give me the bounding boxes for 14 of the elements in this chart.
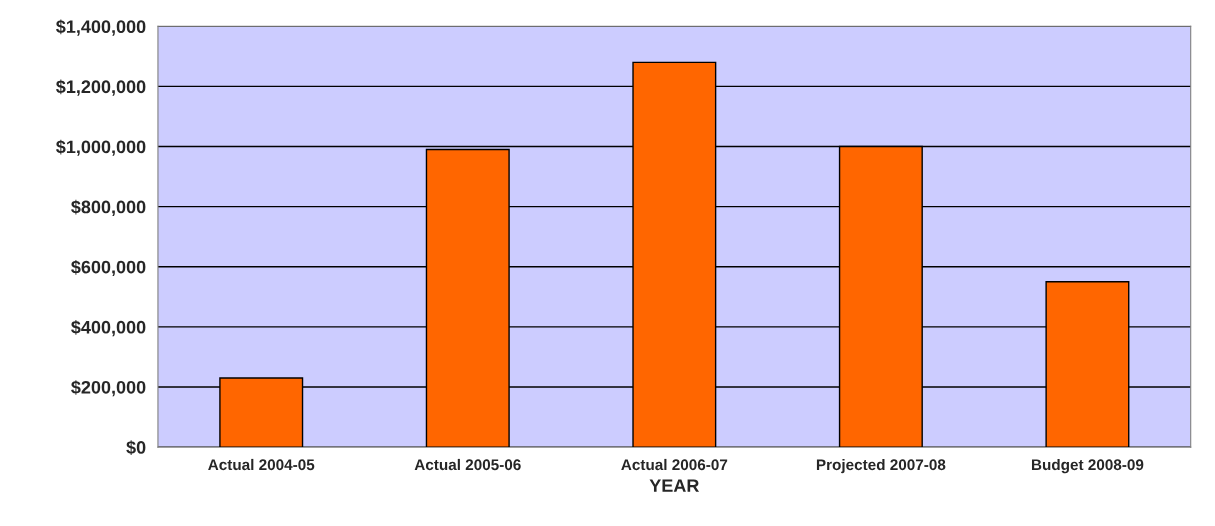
y-tick-label: $1,000,000: [56, 139, 146, 156]
x-tick-label: Actual 2006-07: [621, 458, 728, 471]
y-tick-label: $1,200,000: [56, 79, 146, 96]
y-tick-label: $200,000: [71, 380, 146, 397]
x-axis-title: YEAR: [649, 479, 700, 492]
y-tick-label: $400,000: [71, 320, 146, 337]
y-tick-label: $0: [126, 440, 146, 455]
x-tick-label: Actual 2005-06: [414, 458, 521, 471]
x-tick-label: Projected 2007-08: [816, 458, 946, 474]
x-tick-label: Budget 2008-09: [1031, 458, 1144, 474]
y-tick-label: $800,000: [71, 199, 146, 216]
y-tick-label: $600,000: [71, 259, 146, 277]
y-tick-label: $1,400,000: [56, 19, 146, 36]
x-tick-label: Actual 2004-05: [208, 458, 315, 471]
